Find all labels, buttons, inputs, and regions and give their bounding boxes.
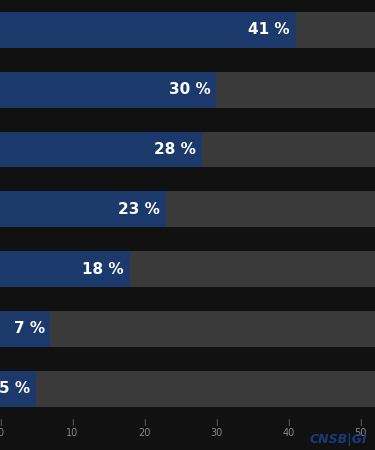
Text: 0: 0 — [0, 428, 3, 437]
Bar — [0, 12, 375, 48]
Bar — [0, 12, 296, 48]
Text: 40: 40 — [282, 428, 295, 437]
Text: 18 %: 18 % — [82, 261, 124, 277]
Bar — [0, 72, 216, 108]
Text: 20: 20 — [138, 428, 150, 437]
Bar — [0, 251, 375, 287]
Text: |: | — [0, 419, 1, 427]
Text: 30 %: 30 % — [169, 82, 211, 97]
Text: 23 %: 23 % — [118, 202, 160, 217]
Bar — [0, 131, 375, 167]
Bar — [0, 311, 51, 347]
Text: |: | — [359, 419, 362, 427]
Text: |: | — [287, 419, 290, 427]
Bar — [0, 251, 130, 287]
Bar — [0, 371, 375, 406]
Bar — [0, 191, 166, 227]
Text: |: | — [71, 419, 73, 427]
Text: |: | — [143, 419, 146, 427]
Text: |: | — [215, 419, 217, 427]
Bar — [0, 131, 202, 167]
Text: 50: 50 — [354, 428, 367, 437]
Text: 5 %: 5 % — [0, 381, 30, 396]
Text: 30: 30 — [210, 428, 222, 437]
Text: 41 %: 41 % — [248, 22, 290, 37]
Bar — [0, 191, 375, 227]
Bar — [0, 371, 36, 406]
Text: CNSB|GI: CNSB|GI — [310, 432, 368, 446]
Bar — [0, 72, 375, 108]
Text: 10: 10 — [66, 428, 78, 437]
Text: 7 %: 7 % — [13, 321, 45, 336]
Text: 28 %: 28 % — [154, 142, 196, 157]
Bar — [0, 311, 375, 347]
